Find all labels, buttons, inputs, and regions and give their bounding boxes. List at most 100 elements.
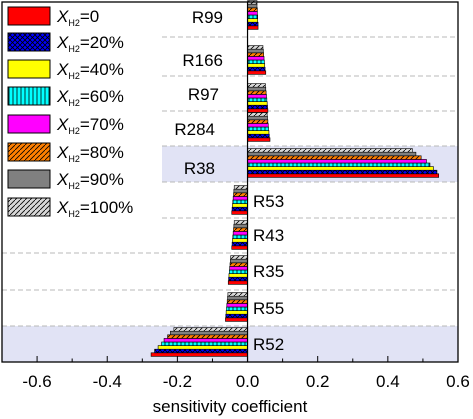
bar-r43-7 xyxy=(233,220,248,225)
legend: XH2=0 XH2=20% XH2=40% XH2=60% XH2=70% XH2=80%… xyxy=(2,2,162,227)
bar-r99-0 xyxy=(247,25,259,30)
bar-r97-2 xyxy=(247,101,268,106)
x-tick-label: 0.4 xyxy=(376,372,400,391)
bar-group-r166 xyxy=(247,45,267,75)
bar-group-r35 xyxy=(227,255,248,285)
legend-item-0: XH2=0 xyxy=(7,6,99,28)
bar-r284-7 xyxy=(247,112,268,117)
bar-group-r53 xyxy=(231,185,248,215)
bar-r52-5 xyxy=(167,334,248,339)
bar-r38-3 xyxy=(247,162,431,167)
bar-r38-2 xyxy=(247,166,434,171)
legend-swatch xyxy=(7,6,51,26)
legend-item-3: XH2=60% xyxy=(7,86,124,108)
bar-r55-2 xyxy=(225,310,248,315)
legend-label: XH2=90% xyxy=(56,170,124,191)
bar-group-r55 xyxy=(225,292,248,322)
category-label-r97: R97 xyxy=(188,85,219,104)
bar-r284-2 xyxy=(247,130,270,135)
bar-r43-1 xyxy=(231,241,248,247)
legend-item-2: XH2=40% xyxy=(7,59,124,81)
legend-label: XH2=40% xyxy=(56,60,124,81)
bar-r99-5 xyxy=(247,7,258,12)
legend-label: XH2=0 xyxy=(56,7,99,28)
bar-r166-5 xyxy=(247,52,264,57)
legend-swatch xyxy=(7,32,51,52)
bar-r38-4 xyxy=(247,159,427,164)
bar-r99-2 xyxy=(247,18,259,23)
bar-r55-7 xyxy=(227,292,248,297)
axes: -0.6 -0.4 -0.2 0.0 0.2 0.4 0.6 xyxy=(1,1,470,391)
x-tick-label: -0.4 xyxy=(93,372,122,391)
bar-r166-4 xyxy=(247,56,265,61)
bar-group-r284 xyxy=(247,112,271,142)
bar-r35-5 xyxy=(229,262,248,267)
bar-r166-3 xyxy=(247,59,265,64)
x-tick-label: 0.2 xyxy=(306,372,330,391)
bar-r52-0 xyxy=(150,352,248,357)
category-label-r284: R284 xyxy=(174,120,215,139)
bar-r38-0 xyxy=(247,173,440,178)
bar-r43-6 xyxy=(233,223,248,229)
category-label-r38: R38 xyxy=(184,159,215,178)
bar-r53-1 xyxy=(231,206,248,212)
bar-r35-0 xyxy=(227,280,248,285)
bar-r55-3 xyxy=(226,306,248,311)
x-tick-label: -0.2 xyxy=(163,372,192,391)
legend-swatch xyxy=(7,86,51,106)
plot-frame xyxy=(1,1,459,363)
bar-r99-4 xyxy=(247,11,258,16)
bar-r38-5 xyxy=(247,155,422,160)
legend-label: XH2=80% xyxy=(56,143,124,164)
bar-group-r97 xyxy=(247,83,269,113)
bar-r55-5 xyxy=(226,299,248,304)
bar-r43-4 xyxy=(232,231,248,236)
legend-label: XH2=60% xyxy=(56,87,124,108)
bar-r99-3 xyxy=(247,14,259,19)
bar-r284-0 xyxy=(247,137,271,142)
legend-label: XH2=70% xyxy=(56,115,124,136)
legend-swatch xyxy=(7,169,51,189)
bar-r38-1 xyxy=(247,169,438,175)
bar-r166-7 xyxy=(247,45,264,50)
bar-r284-3 xyxy=(247,126,269,131)
bar-r99-6 xyxy=(247,3,258,9)
bar-r38-7 xyxy=(247,148,413,153)
bar-r97-4 xyxy=(247,94,267,99)
bar-r55-0 xyxy=(225,317,248,322)
bar-r35-7 xyxy=(230,255,248,260)
legend-item-5: XH2=80% xyxy=(7,142,124,164)
bar-r55-4 xyxy=(226,303,248,308)
legend-label: XH2=20% xyxy=(56,33,124,54)
category-label-r166: R166 xyxy=(182,51,223,70)
bar-r97-1 xyxy=(247,104,268,110)
legend-swatch xyxy=(7,142,51,162)
bar-r52-4 xyxy=(163,338,248,343)
bar-r166-2 xyxy=(247,63,266,68)
bar-r284-4 xyxy=(247,123,269,128)
bar-r53-2 xyxy=(232,203,248,208)
category-label-r99: R99 xyxy=(192,8,223,27)
bar-r43-0 xyxy=(231,245,248,250)
bar-r35-1 xyxy=(228,276,248,282)
bar-r97-6 xyxy=(247,86,267,92)
legend-swatch xyxy=(7,59,51,79)
bar-r97-0 xyxy=(247,108,269,113)
category-label-r55: R55 xyxy=(253,299,284,318)
category-labels: R99 R166 R97 R284 R38 R53 R43 R35 R55 R52 xyxy=(174,8,284,354)
x-tick-label: 0.0 xyxy=(236,372,260,391)
bar-r43-3 xyxy=(232,234,248,239)
x-tick-label: 0.6 xyxy=(446,372,470,391)
bar-r55-6 xyxy=(227,295,248,301)
bars xyxy=(150,0,440,357)
bar-r284-5 xyxy=(247,119,269,124)
category-label-r35: R35 xyxy=(253,262,284,281)
bar-r53-7 xyxy=(233,185,248,190)
bar-group-r43 xyxy=(231,220,248,250)
bar-r53-0 xyxy=(231,210,248,215)
bar-r97-7 xyxy=(247,83,266,88)
bar-r166-6 xyxy=(247,48,264,54)
bar-r43-5 xyxy=(233,227,248,232)
bar-group-r99 xyxy=(247,0,259,30)
